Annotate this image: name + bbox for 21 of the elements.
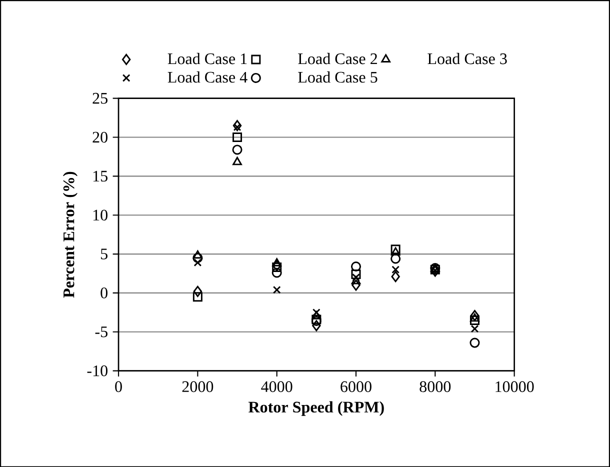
x-tick-label: 4000	[261, 381, 292, 392]
legend-label: Load Case 5	[298, 71, 378, 83]
y-tick-label: 15	[93, 170, 108, 182]
y-tick-label: 0	[100, 287, 108, 298]
legend-label: Load Case 1	[168, 52, 247, 64]
legend-label: Load Case 2	[298, 52, 377, 64]
y-axis-title: Percent Error (%)	[62, 172, 78, 298]
y-tick-label: -10	[87, 365, 108, 376]
legend-label: Load Case 4	[168, 71, 248, 83]
y-tick-label: 20	[92, 132, 108, 143]
x-tick-label: 0	[115, 381, 122, 392]
legend-label: Load Case 3	[428, 52, 507, 64]
x-axis-title: Rotor Speed (RPM)	[248, 401, 384, 416]
y-tick-label: 10	[93, 210, 108, 220]
x-tick-label: 2000	[182, 381, 214, 392]
x-tick-label: 6000	[340, 381, 372, 392]
x-tick-label: 8000	[420, 381, 451, 392]
x-tick-label: 10000	[496, 381, 534, 392]
y-tick-label: -5	[95, 326, 108, 338]
y-tick-label: 5	[100, 248, 108, 260]
y-tick-label: 25	[92, 92, 108, 104]
